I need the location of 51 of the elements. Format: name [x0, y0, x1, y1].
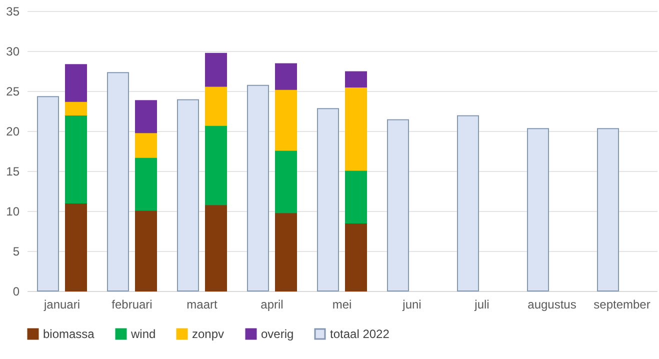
bar	[65, 202, 87, 292]
y-tick-label: 25	[6, 84, 20, 98]
bar	[205, 124, 227, 206]
bar	[135, 210, 157, 292]
x-tick-label: augustus	[528, 298, 576, 312]
y-tick-label: 15	[6, 164, 20, 178]
legend-label: totaal 2022	[330, 327, 390, 341]
y-tick-label: 35	[6, 4, 20, 18]
bar	[205, 52, 227, 87]
bar	[275, 212, 297, 292]
bar	[37, 96, 59, 292]
y-tick-label: 5	[12, 244, 20, 258]
legend-label: biomassa	[43, 327, 95, 341]
legend-label: overig	[261, 327, 294, 341]
bar	[65, 100, 87, 116]
legend-label: wind	[130, 327, 156, 341]
bar	[527, 128, 549, 292]
bar	[597, 128, 619, 292]
bar	[205, 204, 227, 292]
bar	[135, 132, 157, 158]
bar	[275, 150, 297, 214]
bar	[345, 86, 367, 171]
bar	[345, 222, 367, 292]
x-tick-label: februari	[112, 298, 152, 312]
bar	[275, 88, 297, 151]
x-tick-label: juli	[474, 298, 490, 312]
x-tick-label: juni	[402, 298, 422, 312]
x-tick-label: september	[594, 298, 650, 312]
x-tick-label: januari	[42, 298, 80, 312]
x-tick-label: mei	[332, 298, 352, 312]
bar	[345, 170, 367, 224]
bar	[275, 63, 297, 90]
bar	[65, 64, 87, 102]
x-tick-label: maart	[186, 298, 218, 312]
bar	[345, 71, 367, 88]
bar	[135, 156, 157, 211]
y-tick-label: 0	[12, 284, 20, 298]
bar	[177, 99, 199, 292]
bar	[247, 84, 269, 292]
bar	[317, 108, 339, 292]
y-tick-label: 10	[6, 204, 20, 218]
bar	[205, 86, 227, 126]
y-tick-label: 30	[6, 44, 20, 58]
bar	[387, 119, 409, 292]
bar	[457, 115, 479, 292]
legend-label: zonpv	[192, 327, 224, 341]
bar	[65, 114, 87, 204]
bar	[107, 72, 129, 292]
x-tick-label: april	[260, 298, 284, 312]
bar	[135, 100, 157, 134]
y-tick-label: 20	[6, 124, 20, 138]
